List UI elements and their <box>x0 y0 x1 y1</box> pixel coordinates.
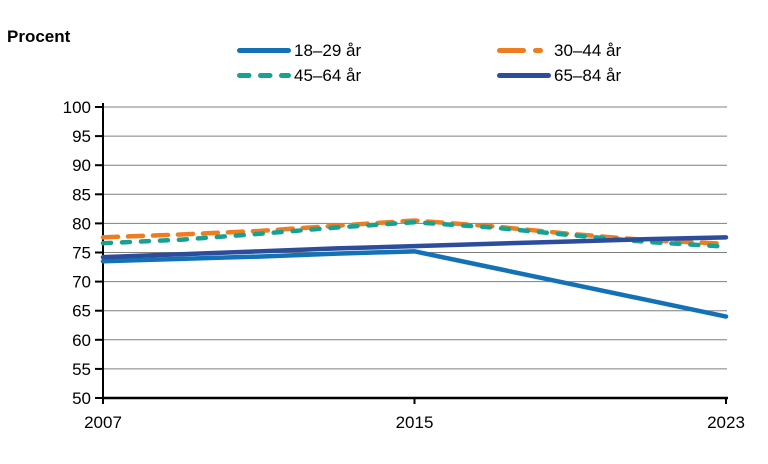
x-tick-label: 2007 <box>84 413 122 432</box>
legend-item-30-44: 30–44 år <box>497 38 757 63</box>
axis-unit-label: Procent <box>7 27 71 46</box>
y-tick-label: 55 <box>72 360 91 379</box>
y-tick-label: 80 <box>72 214 91 233</box>
legend-item-45-64: 45–64 år <box>237 63 497 88</box>
legend-line-swatch-solid <box>497 73 551 78</box>
legend-item-65-84: 65–84 år <box>497 63 757 88</box>
legend: 18–29 år 30–44 år 45–64 år 65–84 år <box>237 38 757 88</box>
y-tick-label: 65 <box>72 302 91 321</box>
series-line-1 <box>100 249 729 319</box>
legend-label: 45–64 år <box>294 66 362 85</box>
y-tick-label: 60 <box>72 331 91 350</box>
legend-label: 65–84 år <box>554 66 622 85</box>
y-tick-label: 75 <box>72 244 91 263</box>
legend-line-swatch-dashed <box>497 48 551 53</box>
x-tick-label: 2023 <box>707 413 745 432</box>
y-tick-label: 90 <box>72 156 91 175</box>
x-tick-label: 2015 <box>396 413 434 432</box>
legend-label: 18–29 år <box>294 41 362 60</box>
y-tick-label: 85 <box>72 185 91 204</box>
legend-line-swatch-dashed <box>237 73 291 78</box>
y-tick-label: 95 <box>72 127 91 146</box>
series-line-4 <box>100 235 729 260</box>
series-line-3 <box>100 219 729 249</box>
y-tick-label: 100 <box>63 98 91 117</box>
y-tick-label: 70 <box>72 273 91 292</box>
legend-label: 30–44 år <box>554 41 622 60</box>
y-tick-label: 50 <box>72 389 91 408</box>
legend-item-18-29: 18–29 år <box>237 38 497 63</box>
legend-line-swatch-solid <box>237 48 291 53</box>
